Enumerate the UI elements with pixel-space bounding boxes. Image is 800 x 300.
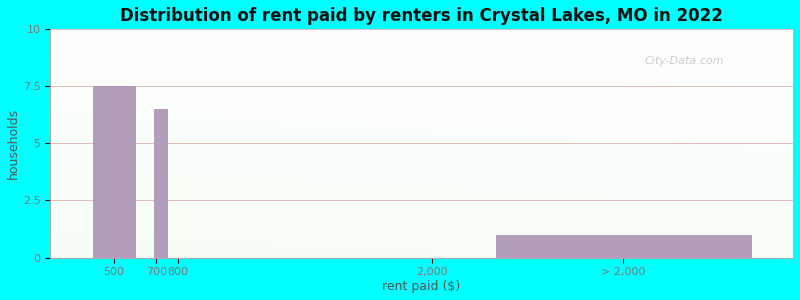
Title: Distribution of rent paid by renters in Crystal Lakes, MO in 2022: Distribution of rent paid by renters in … — [120, 7, 723, 25]
Y-axis label: households: households — [7, 108, 20, 179]
Text: City-Data.com: City-Data.com — [645, 56, 724, 65]
Bar — [496, 235, 750, 258]
Bar — [93, 86, 135, 258]
X-axis label: rent paid ($): rent paid ($) — [382, 280, 461, 293]
Bar — [154, 109, 167, 258]
